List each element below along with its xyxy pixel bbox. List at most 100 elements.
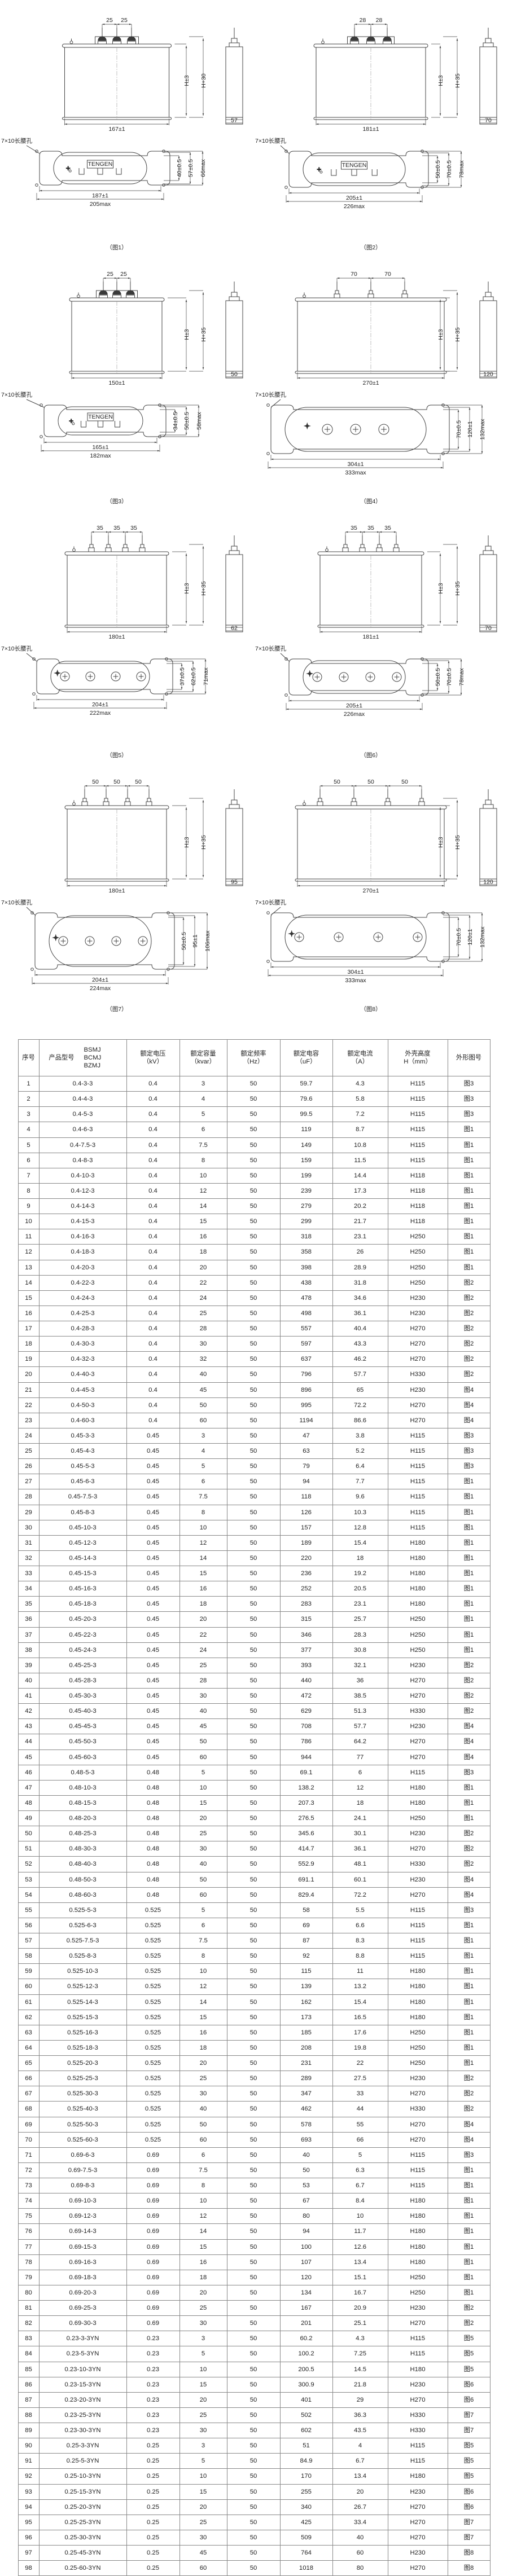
- svg-text:205±1: 205±1: [346, 195, 362, 201]
- svg-text:70±0.5: 70±0.5: [446, 668, 453, 686]
- svg-text:25: 25: [106, 17, 113, 24]
- svg-text:70: 70: [485, 117, 492, 124]
- svg-text:TENGEN: TENGEN: [88, 161, 113, 168]
- svg-text:95: 95: [231, 878, 238, 885]
- svg-text:40±0.5: 40±0.5: [176, 159, 183, 177]
- svg-text:✚: ✚: [69, 418, 74, 425]
- svg-text:H+30: H+30: [200, 73, 207, 88]
- svg-text:106max: 106max: [204, 930, 211, 952]
- svg-text:66max: 66max: [200, 159, 207, 177]
- svg-text:270±1: 270±1: [362, 887, 379, 894]
- svg-text:✚: ✚: [65, 165, 71, 172]
- svg-text:35: 35: [97, 525, 103, 531]
- svg-text:180±1: 180±1: [108, 634, 125, 640]
- svg-text:222max: 222max: [90, 710, 111, 716]
- svg-text:H±3: H±3: [183, 583, 190, 594]
- svg-text:62±0.5: 62±0.5: [190, 667, 197, 685]
- svg-text:7×10长腰孔: 7×10长腰孔: [255, 137, 287, 144]
- svg-text:H±3: H±3: [437, 837, 444, 847]
- svg-text:✚: ✚: [317, 166, 322, 173]
- svg-text:70: 70: [351, 271, 357, 278]
- svg-text:70±0.5: 70±0.5: [456, 928, 462, 946]
- svg-text:70±0.5: 70±0.5: [456, 420, 462, 438]
- svg-text:H+35: H+35: [200, 581, 207, 596]
- svg-text:H±3: H±3: [183, 837, 190, 847]
- svg-text:H±3: H±3: [183, 329, 190, 340]
- svg-text:50: 50: [92, 779, 99, 785]
- svg-text:50: 50: [231, 371, 238, 377]
- svg-text:304±1: 304±1: [347, 461, 364, 468]
- svg-text:333max: 333max: [345, 977, 366, 984]
- svg-text:50: 50: [113, 779, 120, 785]
- svg-text:181±1: 181±1: [362, 126, 379, 133]
- svg-text:7×10长腰孔: 7×10长腰孔: [255, 391, 287, 398]
- svg-text:7×10长腰孔: 7×10长腰孔: [255, 645, 287, 652]
- svg-text:58max: 58max: [196, 411, 203, 429]
- svg-text:（图6）: （图6）: [360, 752, 381, 759]
- svg-text:（图5）: （图5）: [106, 752, 127, 759]
- svg-text:H±3: H±3: [437, 583, 444, 594]
- svg-text:TENGEN: TENGEN: [88, 414, 113, 420]
- svg-text:181±1: 181±1: [362, 634, 379, 640]
- svg-text:120±1: 120±1: [467, 421, 474, 437]
- svg-text:H+35: H+35: [454, 73, 461, 88]
- svg-text:50±0.5: 50±0.5: [435, 160, 441, 178]
- svg-text:333max: 333max: [345, 469, 366, 476]
- svg-text:37±0.5: 37±0.5: [179, 667, 186, 685]
- svg-text:132max: 132max: [479, 419, 486, 440]
- svg-text:35: 35: [351, 525, 357, 531]
- svg-text:204±1: 204±1: [92, 701, 108, 708]
- svg-text:120: 120: [483, 371, 493, 377]
- svg-text:78max: 78max: [458, 667, 465, 685]
- svg-text:50±0.5: 50±0.5: [435, 668, 441, 686]
- svg-text:226max: 226max: [344, 203, 365, 210]
- svg-text:50±0.5: 50±0.5: [183, 412, 190, 430]
- svg-text:204±1: 204±1: [92, 977, 108, 983]
- svg-text:H±3: H±3: [437, 329, 444, 340]
- svg-text:（图8）: （图8）: [360, 1006, 381, 1013]
- svg-text:（图3）: （图3）: [106, 498, 127, 505]
- svg-text:35: 35: [384, 525, 391, 531]
- svg-text:120: 120: [483, 878, 493, 885]
- svg-text:H+35: H+35: [200, 835, 207, 850]
- svg-text:70: 70: [384, 271, 391, 278]
- svg-text:34±0.5: 34±0.5: [172, 412, 179, 430]
- svg-text:TENGEN: TENGEN: [342, 162, 367, 169]
- svg-text:50: 50: [401, 779, 408, 785]
- svg-text:71max: 71max: [203, 667, 209, 685]
- svg-text:35: 35: [130, 525, 137, 531]
- svg-text:（图7）: （图7）: [106, 1006, 127, 1013]
- svg-text:H±3: H±3: [183, 75, 190, 86]
- svg-text:28: 28: [360, 17, 366, 24]
- svg-text:35: 35: [113, 525, 120, 531]
- svg-text:28: 28: [376, 17, 383, 24]
- svg-text:50±0.5: 50±0.5: [181, 932, 187, 950]
- svg-text:H+35: H+35: [454, 327, 461, 342]
- svg-text:H+35: H+35: [454, 581, 461, 596]
- svg-text:50: 50: [367, 779, 374, 785]
- svg-text:7×10长腰孔: 7×10长腰孔: [255, 899, 287, 906]
- svg-text:25: 25: [120, 271, 127, 278]
- svg-text:78max: 78max: [458, 160, 465, 178]
- svg-text:57±0.5: 57±0.5: [187, 159, 194, 177]
- svg-text:226max: 226max: [344, 711, 365, 718]
- svg-text:70: 70: [485, 625, 492, 631]
- svg-text:205±1: 205±1: [346, 702, 362, 709]
- svg-text:35: 35: [367, 525, 374, 531]
- svg-text:224max: 224max: [90, 985, 111, 992]
- svg-text:25: 25: [121, 17, 128, 24]
- svg-text:（图1）: （图1）: [106, 244, 127, 251]
- svg-text:180±1: 180±1: [108, 887, 125, 894]
- svg-text:270±1: 270±1: [362, 380, 379, 386]
- svg-text:62: 62: [231, 625, 238, 631]
- svg-text:57: 57: [231, 117, 238, 124]
- svg-text:H+35: H+35: [454, 835, 461, 850]
- svg-text:120±1: 120±1: [467, 929, 474, 945]
- svg-text:150±1: 150±1: [108, 380, 125, 386]
- svg-text:132max: 132max: [479, 926, 486, 948]
- svg-text:205max: 205max: [90, 201, 111, 208]
- svg-text:H+35: H+35: [200, 327, 207, 342]
- svg-text:（图4）: （图4）: [360, 498, 381, 505]
- svg-text:70±0.5: 70±0.5: [446, 160, 453, 178]
- svg-text:182max: 182max: [90, 452, 111, 459]
